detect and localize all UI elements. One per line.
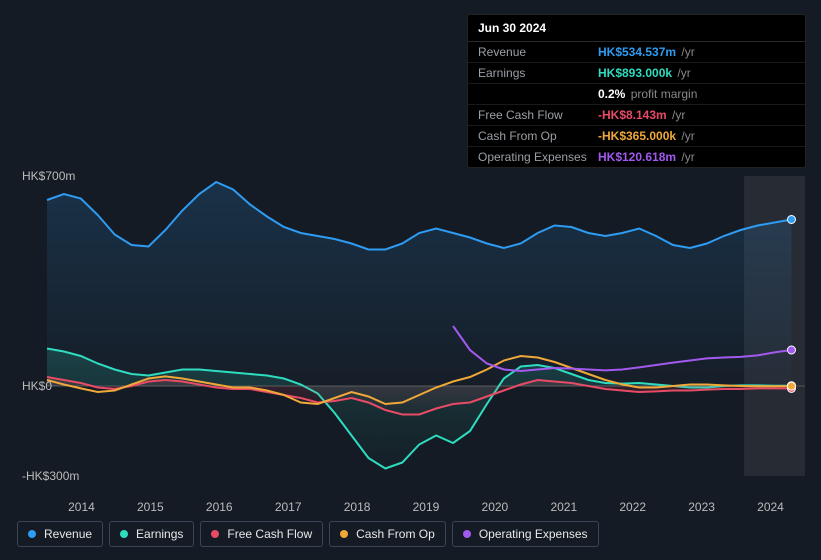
legend-swatch	[28, 530, 36, 538]
x-tick-label: 2022	[598, 500, 667, 516]
legend-swatch	[340, 530, 348, 538]
y-tick-label: HK$0	[22, 379, 52, 393]
tooltip-value: HK$534.537m /yr	[598, 45, 695, 59]
line-chart[interactable]: HK$700m HK$0 -HK$300m	[17, 160, 805, 480]
x-tick-label: 2015	[116, 500, 185, 516]
tooltip-value: 0.2% profit margin	[598, 87, 697, 101]
tooltip-row: EarningsHK$893.000k /yr	[468, 63, 805, 84]
legend-item-fcf[interactable]: Free Cash Flow	[200, 521, 323, 547]
tooltip-row: Free Cash Flow-HK$8.143m /yr	[468, 105, 805, 126]
tooltip-row: 0.2% profit margin	[468, 84, 805, 105]
tooltip-date: Jun 30 2024	[468, 15, 805, 42]
y-tick-label: -HK$300m	[22, 469, 79, 483]
legend-item-opex[interactable]: Operating Expenses	[452, 521, 599, 547]
legend-label: Revenue	[44, 527, 92, 541]
x-tick-label: 2021	[529, 500, 598, 516]
tooltip-value: HK$893.000k /yr	[598, 66, 691, 80]
x-tick-label: 2023	[667, 500, 736, 516]
legend-label: Operating Expenses	[479, 527, 588, 541]
tooltip-label: Cash From Op	[478, 129, 598, 143]
legend: Revenue Earnings Free Cash Flow Cash From O…	[17, 521, 599, 547]
legend-swatch	[211, 530, 219, 538]
legend-label: Earnings	[136, 527, 183, 541]
x-axis: 2014201520162017201820192020202120222023…	[47, 500, 805, 516]
legend-item-cfo[interactable]: Cash From Op	[329, 521, 446, 547]
tooltip-row: RevenueHK$534.537m /yr	[468, 42, 805, 63]
tooltip-label: Free Cash Flow	[478, 108, 598, 122]
legend-item-revenue[interactable]: Revenue	[17, 521, 103, 547]
legend-label: Free Cash Flow	[227, 527, 312, 541]
end-dot-cfo	[787, 382, 795, 390]
tooltip-value: -HK$8.143m /yr	[598, 108, 685, 122]
tooltip-row: Cash From Op-HK$365.000k /yr	[468, 126, 805, 147]
x-tick-label: 2024	[736, 500, 805, 516]
tooltip-label: Revenue	[478, 45, 598, 59]
end-dot-revenue	[787, 216, 795, 224]
legend-swatch	[463, 530, 471, 538]
x-tick-label: 2014	[47, 500, 116, 516]
legend-swatch	[120, 530, 128, 538]
x-tick-label: 2020	[460, 500, 529, 516]
x-tick-label: 2016	[185, 500, 254, 516]
legend-item-earnings[interactable]: Earnings	[109, 521, 194, 547]
y-tick-label: HK$700m	[22, 169, 75, 183]
area-revenue	[47, 182, 791, 386]
x-tick-label: 2018	[323, 500, 392, 516]
x-tick-label: 2017	[254, 500, 323, 516]
end-dot-opex	[787, 346, 795, 354]
tooltip-label	[478, 87, 598, 101]
legend-label: Cash From Op	[356, 527, 435, 541]
tooltip-label: Earnings	[478, 66, 598, 80]
x-tick-label: 2019	[392, 500, 461, 516]
tooltip-value: -HK$365.000k /yr	[598, 129, 695, 143]
data-tooltip: Jun 30 2024 RevenueHK$534.537m /yrEarnin…	[467, 14, 806, 168]
